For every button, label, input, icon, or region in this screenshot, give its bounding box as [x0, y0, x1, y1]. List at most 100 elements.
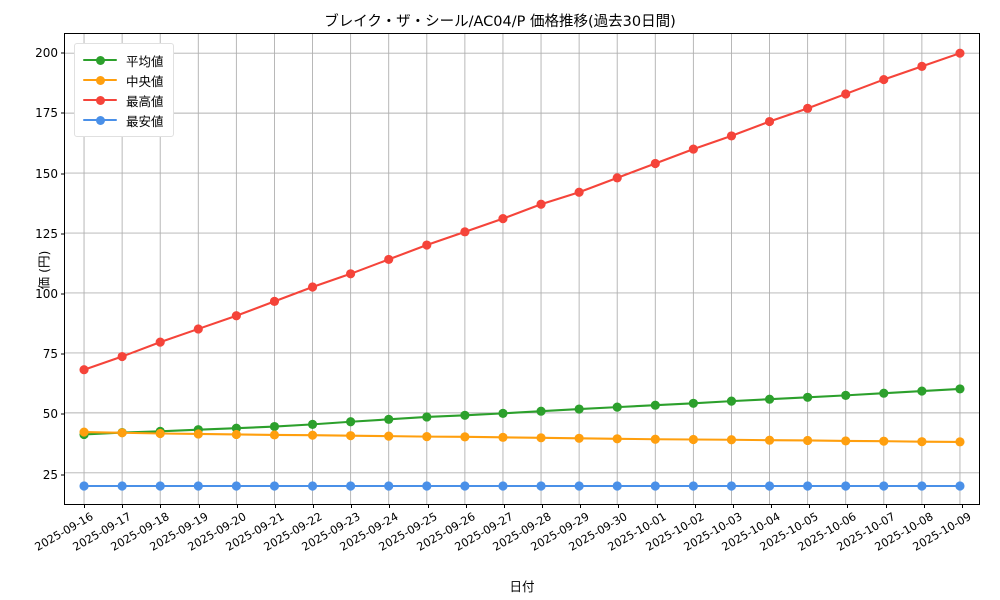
legend-item[interactable]: 中央値 [83, 70, 164, 90]
legend-marker-icon [83, 53, 117, 67]
data-point [879, 388, 889, 398]
x-tick-mark [351, 504, 353, 508]
data-point [726, 131, 737, 141]
data-point [574, 404, 584, 414]
data-point [841, 89, 851, 99]
data-point [117, 428, 127, 438]
x-tick-mark [771, 504, 773, 508]
data-point [346, 431, 356, 441]
x-tick-mark [656, 504, 658, 508]
y-tick-label: 50 [42, 407, 58, 422]
data-point [688, 398, 698, 408]
data-point [650, 434, 660, 444]
data-point [764, 116, 775, 127]
data-point [955, 48, 965, 58]
data-point [422, 412, 432, 422]
x-tick-mark [503, 504, 505, 508]
data-point [955, 481, 965, 491]
data-point [879, 481, 889, 491]
data-point [422, 481, 432, 491]
data-point [384, 431, 394, 441]
data-point [650, 481, 660, 491]
data-point [803, 481, 813, 491]
data-point [536, 199, 546, 209]
x-tick-mark [84, 504, 86, 508]
data-point [79, 481, 89, 491]
y-tick-mark [61, 353, 65, 355]
data-point [498, 214, 508, 224]
data-point [879, 74, 889, 85]
data-point [955, 384, 965, 394]
legend-marker-icon [83, 93, 117, 107]
x-tick-mark [389, 504, 391, 508]
data-point [764, 435, 775, 445]
legend-label: 最安値 [126, 113, 164, 129]
y-tick-label: 100 [35, 287, 58, 302]
data-point [460, 410, 470, 420]
data-point [612, 434, 622, 444]
data-point [231, 481, 241, 491]
data-point [346, 269, 356, 279]
data-point [460, 432, 470, 442]
y-tick-label: 125 [35, 226, 58, 241]
data-point [79, 427, 89, 437]
x-tick-mark [580, 504, 582, 508]
x-tick-mark [274, 504, 276, 508]
data-point [803, 103, 813, 113]
legend-item[interactable]: 最安値 [83, 110, 164, 130]
data-point [612, 402, 622, 412]
y-tick-mark [61, 293, 65, 295]
data-point [612, 481, 622, 491]
x-tick-mark [427, 504, 429, 508]
data-point [422, 240, 432, 250]
data-point [803, 392, 813, 402]
data-point [536, 481, 546, 491]
data-point [498, 481, 508, 491]
data-point [955, 437, 965, 447]
legend-item[interactable]: 平均値 [83, 50, 164, 70]
data-point [269, 430, 280, 440]
legend-item[interactable]: 最高値 [83, 90, 164, 110]
y-tick-mark [61, 413, 65, 415]
legend-label: 中央値 [126, 73, 164, 89]
y-tick-label: 175 [35, 106, 58, 121]
y-tick-mark [61, 233, 65, 235]
series-line [79, 427, 965, 447]
data-point [155, 337, 165, 347]
data-point [498, 432, 508, 442]
data-point [650, 158, 660, 169]
series-line [79, 481, 965, 491]
x-tick-mark [465, 504, 467, 508]
data-point [79, 365, 89, 375]
data-point [307, 282, 318, 292]
data-point [193, 324, 203, 334]
y-tick-label: 75 [42, 347, 58, 362]
data-point [536, 433, 546, 443]
data-point [574, 481, 584, 491]
data-point [384, 414, 394, 424]
data-point [269, 296, 280, 306]
data-point [422, 432, 432, 442]
data-point [193, 481, 203, 491]
data-point [384, 254, 394, 264]
data-point [917, 437, 927, 447]
data-point [650, 400, 660, 410]
y-axis-label: 価 (円) [36, 250, 52, 290]
data-point [117, 481, 127, 491]
data-point [574, 187, 584, 197]
plot-area: 25 50 75 100 125 150 175 200 2025-09-16 2025-09-… [33, 33, 980, 594]
data-point [231, 311, 241, 321]
data-point [726, 481, 737, 491]
legend-label: 最高値 [126, 93, 164, 109]
series-line [79, 48, 965, 375]
data-point [841, 481, 851, 491]
data-point [726, 435, 737, 445]
data-point [346, 481, 356, 491]
x-tick-mark [313, 504, 315, 508]
data-point [688, 434, 698, 445]
y-tick-label: 200 [35, 46, 58, 61]
data-point [688, 144, 698, 154]
x-tick-mark [961, 504, 963, 508]
y-tick-label: 25 [42, 467, 58, 482]
